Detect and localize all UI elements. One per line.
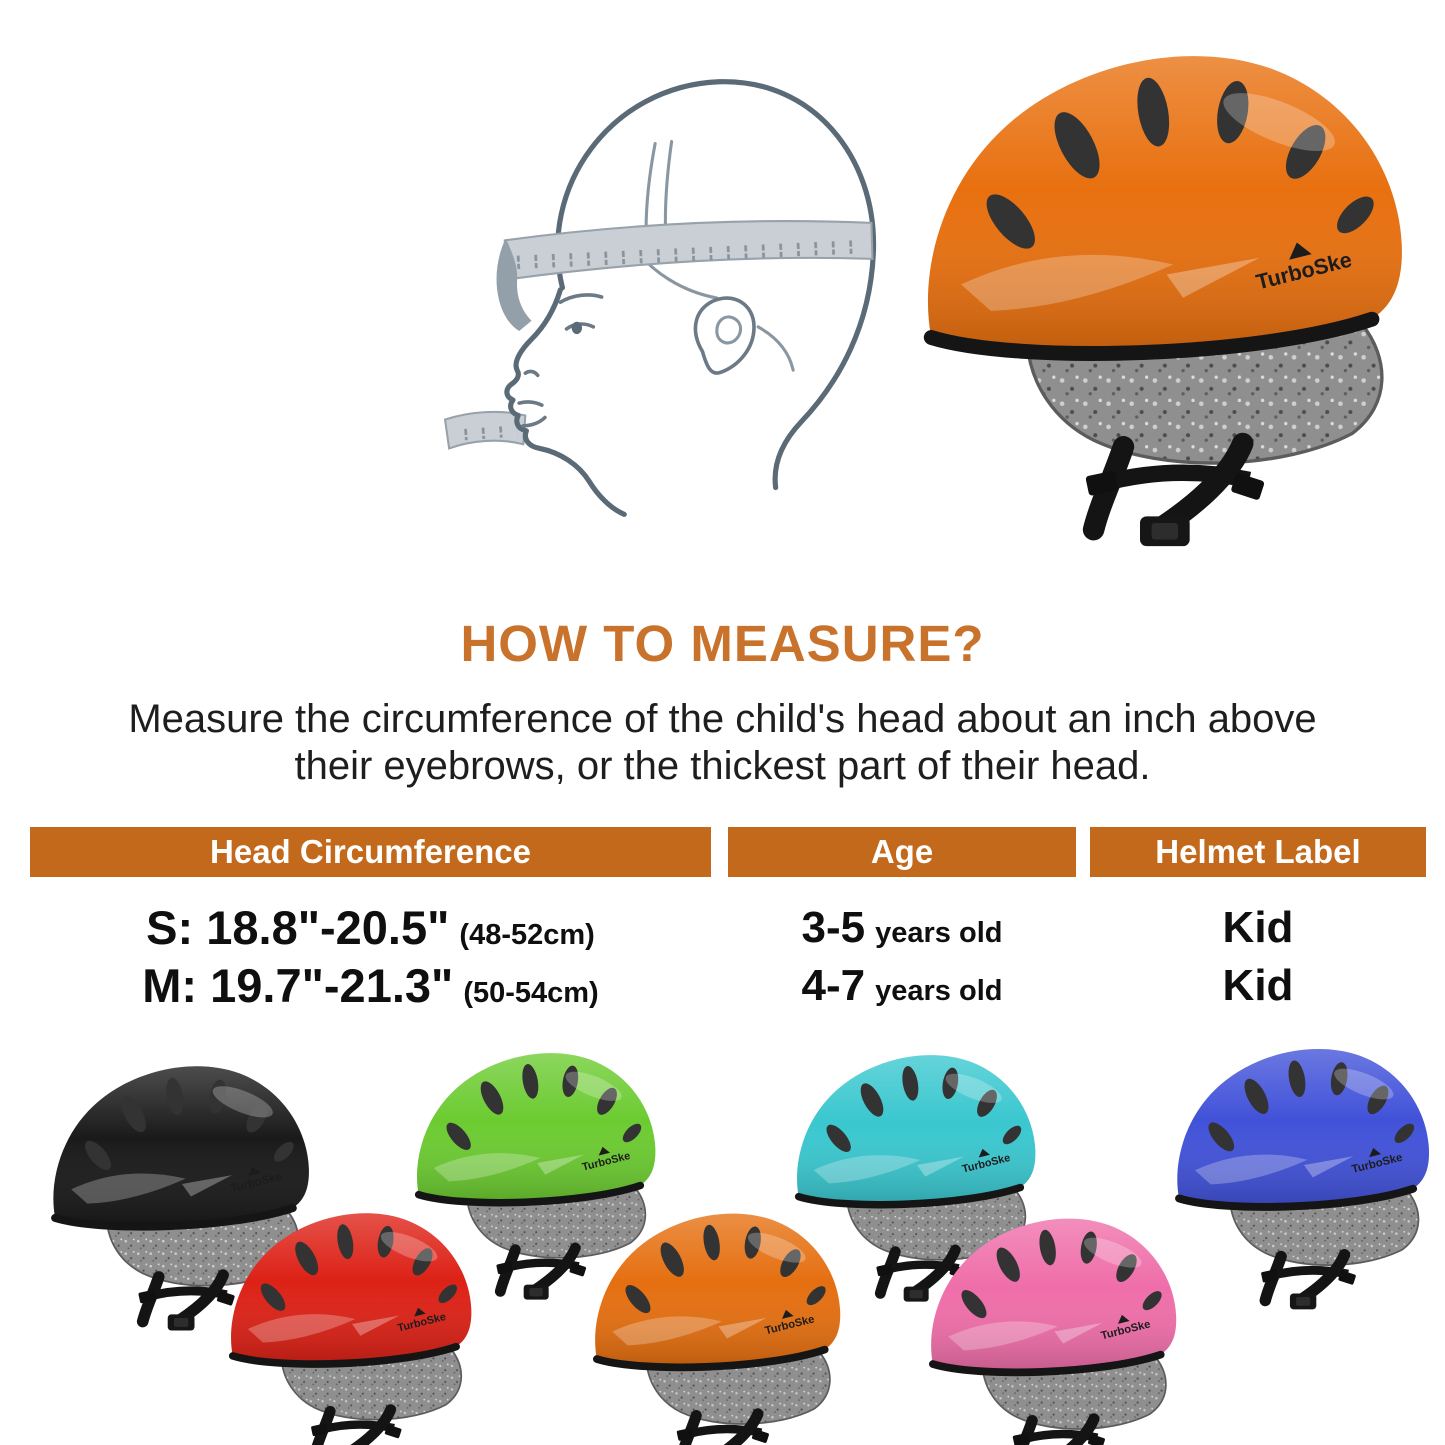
helmet-thumbnail-red xyxy=(226,1198,478,1445)
measure-instructions: Measure the circumference of the child's… xyxy=(0,696,1445,790)
size-range-s-cm: (48-52cm) xyxy=(459,919,595,951)
label-cell-m: Kid xyxy=(1090,957,1426,1015)
head-measuring-illustration xyxy=(410,22,925,537)
column-header-age: Age xyxy=(728,827,1076,877)
measuring-tape-tail xyxy=(443,410,527,450)
section-heading: HOW TO MEASURE? xyxy=(460,615,985,672)
measure-instructions-line2: their eyebrows, or the thickest part of … xyxy=(294,744,1151,789)
helmet-thumbnail-orange xyxy=(590,1198,847,1445)
ear xyxy=(693,296,756,375)
size-cell-m: M: 19.7"-21.3" (50-54cm) xyxy=(30,957,711,1015)
size-cell-s: S: 18.8"-20.5" (48-52cm) xyxy=(30,899,711,957)
age-cell-m: 4-7 years old xyxy=(728,957,1076,1015)
helmet-label-m: Kid xyxy=(1222,961,1294,1010)
age-range-m: 4-7 xyxy=(801,961,866,1010)
age-range-s: 3-5 xyxy=(801,903,866,952)
size-range-s: S: 18.8"-20.5" xyxy=(146,901,450,954)
measure-instructions-line1: Measure the circumference of the child's… xyxy=(128,697,1317,741)
column-header-helmet-label: Helmet Label xyxy=(1090,827,1426,877)
helmet-thumbnail-pink xyxy=(926,1203,1183,1445)
age-unit-m: years old xyxy=(875,975,1003,1007)
size-range-m: M: 19.7"-21.3" xyxy=(142,959,454,1012)
age-unit-s: years old xyxy=(875,917,1003,949)
label-cell-s: Kid xyxy=(1090,899,1426,957)
age-cell-s: 3-5 years old xyxy=(728,899,1076,957)
size-range-m-cm: (50-54cm) xyxy=(463,977,599,1009)
child-head-profile-drawing xyxy=(443,79,877,517)
helmet-thumbnail-blue xyxy=(1172,1033,1436,1315)
helmet-label-s: Kid xyxy=(1222,903,1294,952)
size-table: Head Circumference Age Helmet Label S: 1… xyxy=(30,827,1426,1015)
measuring-tape-fold xyxy=(496,240,532,331)
column-header-head-circumference: Head Circumference xyxy=(30,827,711,877)
